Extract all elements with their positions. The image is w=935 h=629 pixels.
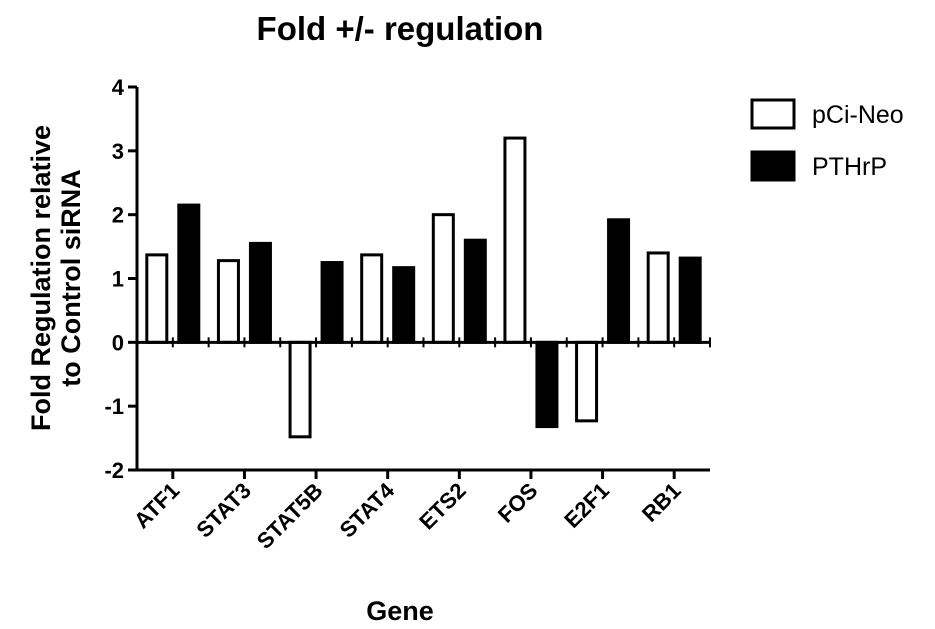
legend-label-pci-neo: pCi-Neo — [812, 101, 904, 129]
legend-label-pthrp: PTHrP — [812, 153, 887, 181]
bar-pci-neo-rb1 — [646, 251, 670, 344]
bar-pci-neo-ets2 — [431, 213, 455, 344]
y-tick-label: 1 — [112, 267, 124, 292]
bar-pci-neo-stat4 — [360, 253, 384, 344]
y-tick-label: 2 — [112, 203, 124, 228]
legend-swatch-pci-neo — [750, 98, 796, 130]
category-label: ETS2 — [414, 478, 471, 535]
legend-swatch-pthrp — [750, 150, 796, 182]
category-label: ATF1 — [129, 478, 184, 533]
bar-pci-neo-stat5b — [288, 340, 312, 439]
y-tick-label: 3 — [112, 139, 124, 164]
y-tick-label: 0 — [112, 330, 124, 355]
bar-pci-neo-stat3 — [216, 259, 240, 344]
y-axis-title-line-2: to Control siRNA — [56, 169, 86, 386]
category-label: RB1 — [637, 478, 686, 527]
bar-pthrp-atf1 — [177, 203, 201, 344]
legend: pCi-Neo PTHrP — [750, 98, 904, 182]
bar-pci-neo-fos — [503, 136, 527, 344]
x-axis-title: Gene — [366, 596, 434, 626]
y-tick-label: -2 — [104, 458, 124, 483]
bar-pthrp-stat3 — [248, 241, 272, 344]
category-label: STAT4 — [335, 477, 400, 542]
bar-pthrp-e2f1 — [607, 218, 631, 344]
y-axis-title-line-1: Fold Regulation relative — [26, 125, 56, 431]
bar-pthrp-fos — [535, 340, 559, 429]
bar-pthrp-rb1 — [678, 256, 702, 344]
category-label: E2F1 — [559, 478, 614, 533]
bar-pthrp-stat4 — [392, 266, 416, 344]
y-axis-title: Fold Regulation relative to Control siRN… — [26, 125, 86, 431]
category-label: FOS — [493, 478, 543, 528]
bar-pthrp-ets2 — [463, 238, 487, 344]
bar-pci-neo-e2f1 — [575, 340, 599, 423]
chart-title: Fold +/- regulation — [257, 10, 544, 47]
category-label: STAT3 — [191, 478, 256, 543]
bar-pci-neo-atf1 — [145, 253, 169, 344]
y-tick-label: -1 — [104, 394, 124, 419]
category-label: STAT5B — [252, 478, 328, 554]
y-tick-label: 4 — [112, 75, 125, 100]
bar-pthrp-stat5b — [320, 261, 344, 344]
